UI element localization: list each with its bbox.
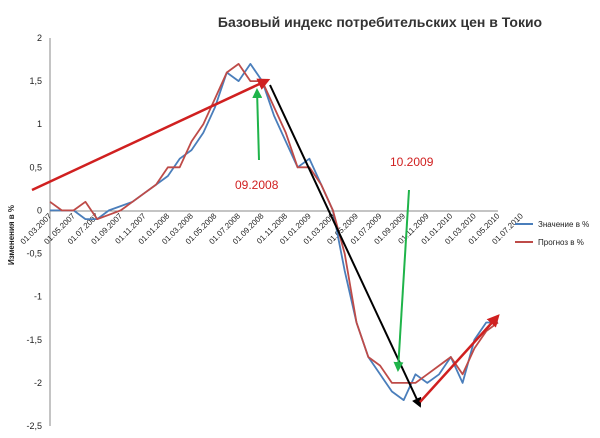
y-tick-label: 2 [37, 33, 42, 43]
series-line-forecast [49, 63, 499, 384]
legend: Значение в % Прогноз в % [515, 220, 589, 247]
trend-up-arrow [31, 78, 271, 192]
y-tick-label: 0,5 [29, 162, 42, 172]
y-tick-label: 0 [37, 205, 42, 215]
y-tick-label: 1 [37, 119, 42, 129]
pointer-arrow-10-2009 [393, 189, 410, 372]
series-line-value [50, 63, 498, 402]
series-lines [49, 63, 499, 402]
y-tick-label: -0,5 [26, 249, 42, 259]
y-tick-label: -2,5 [26, 421, 42, 431]
y-tick-label: -1 [34, 292, 42, 302]
decline-arrow [269, 84, 422, 408]
annotation-10-2009: 10.2009 [390, 155, 434, 169]
y-tick-labels: 2 1,5 1 0,5 0 -0,5 -1 -1,5 -2 -2,5 [26, 33, 42, 431]
chart-title: Базовый индекс потребительских цен в Ток… [218, 14, 542, 30]
annotation-09-2008: 09.2008 [235, 178, 279, 192]
y-tick-label: -1,5 [26, 335, 42, 345]
y-tick-label: 1,5 [29, 76, 42, 86]
y-axis-label: Изменения в % [7, 205, 16, 265]
legend-label-value: Значение в % [538, 220, 589, 229]
recovery-arrow [419, 314, 500, 403]
legend-label-forecast: Прогноз в % [538, 238, 584, 247]
y-tick-label: -2 [34, 378, 42, 388]
pointer-arrow-09-2008 [252, 88, 263, 161]
